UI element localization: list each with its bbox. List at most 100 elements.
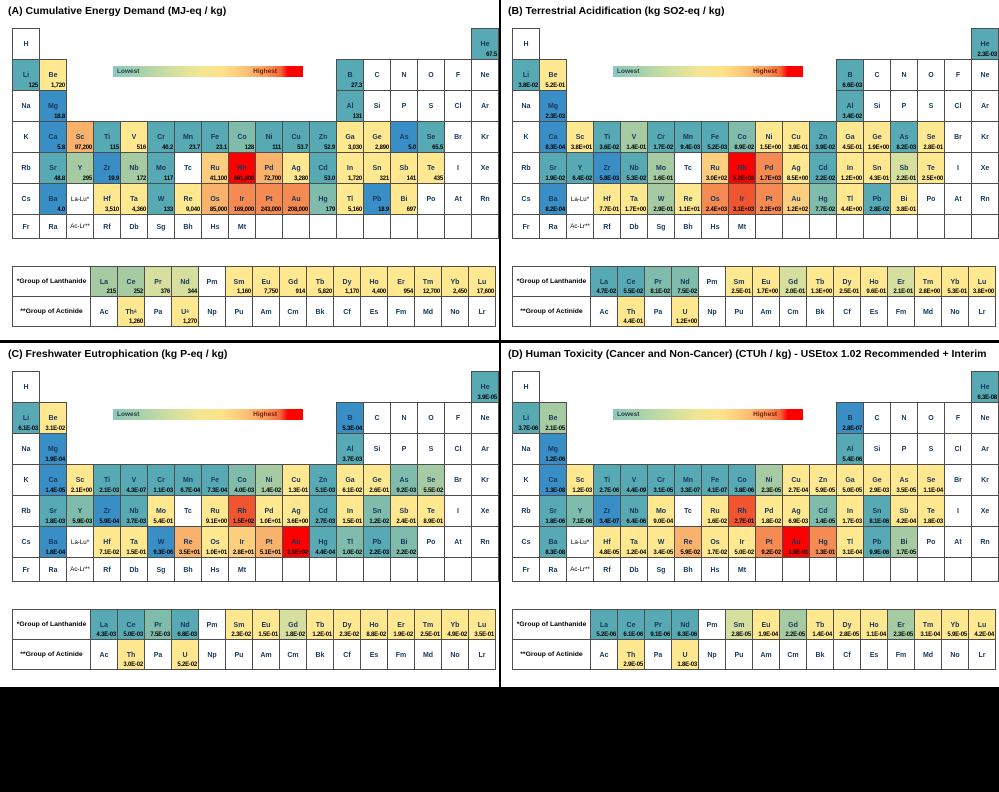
element-symbol: Se bbox=[926, 477, 936, 485]
element-symbol: F bbox=[455, 72, 461, 80]
element-symbol: Kr bbox=[481, 477, 489, 485]
element-cell-Sr: Sr 1.9E-02 bbox=[539, 152, 567, 184]
element-cell-W: W 9.3E-06 bbox=[147, 526, 175, 558]
blank-space bbox=[621, 29, 648, 60]
element-cell-Cr: Cr 1.1E-03 bbox=[147, 464, 175, 496]
element-symbol: Db bbox=[629, 566, 639, 574]
element-cell-Mn: Mn 6.7E-04 bbox=[174, 464, 202, 496]
element-symbol: Rb bbox=[21, 165, 31, 173]
element-symbol: Cd bbox=[818, 508, 828, 516]
element-value: 6.8E-03 bbox=[177, 632, 197, 638]
element-symbol: Be bbox=[48, 72, 58, 80]
empty-cell bbox=[863, 214, 891, 239]
element-value: 5.9E-03 bbox=[72, 519, 92, 525]
element-symbol: Pd bbox=[264, 165, 274, 173]
blank-space bbox=[864, 29, 891, 60]
blank-space bbox=[729, 372, 756, 403]
element-cell-Er: Er 954 bbox=[387, 266, 415, 297]
element-symbol: Ga bbox=[345, 134, 355, 142]
element-value: 40.2 bbox=[162, 145, 173, 151]
element-cell-Cm: Cm bbox=[279, 639, 307, 670]
panel-b-title: (B) Terrestrial Acidification (kg SO2-eq… bbox=[508, 5, 725, 17]
element-value: 133 bbox=[163, 207, 174, 213]
element-value: 2.8E-02 bbox=[869, 207, 889, 213]
element-cell-Pr: Pr 8.1E-02 bbox=[644, 266, 672, 297]
element-symbol: Sr bbox=[549, 165, 557, 173]
blank-space bbox=[40, 372, 67, 403]
element-cell-Np: Np bbox=[698, 296, 726, 327]
element-cell-Ti: Ti 2.1E-03 bbox=[93, 464, 121, 496]
element-cell-Fe: Fe 5.2E-03 bbox=[701, 121, 729, 153]
empty-cell bbox=[971, 214, 999, 239]
element-cell-Tc: Tc bbox=[674, 495, 702, 527]
blank-space bbox=[810, 403, 837, 434]
element-cell-Be: Be 2.1E-05 bbox=[539, 402, 567, 434]
blank-space bbox=[175, 29, 202, 60]
element-cell-Pa: Pa bbox=[144, 639, 172, 670]
element-symbol: Lu bbox=[477, 278, 487, 286]
element-cell-Ru: Ru 9.1E+00 bbox=[201, 495, 229, 527]
element-cell-Pb: Pb 18.9 bbox=[363, 183, 391, 215]
element-cell-Os: Os 2.4E+03 bbox=[701, 183, 729, 215]
element-symbol: Ce bbox=[626, 621, 636, 629]
element-cell-Nd: Nd 344 bbox=[171, 266, 199, 297]
element-symbol: Er bbox=[397, 278, 405, 286]
element-cell-Ga: Ga 3,030 bbox=[336, 121, 364, 153]
blank-space bbox=[256, 434, 283, 465]
element-symbol: U bbox=[682, 651, 688, 659]
element-value: 6.3E-08 bbox=[977, 395, 997, 401]
panel-d: (D) Human Toxicity (Cancer and Non-Cance… bbox=[500, 343, 999, 684]
element-cell-Ac: Ac bbox=[90, 296, 118, 327]
element-symbol: Ac bbox=[99, 651, 109, 659]
element-symbol: Se bbox=[426, 477, 436, 485]
element-value: 3.5E-05 bbox=[896, 488, 916, 494]
element-cell-Cu: Cu 2.7E-04 bbox=[782, 464, 810, 496]
element-value: 4.4E+00 bbox=[840, 207, 862, 213]
element-symbol: Ca bbox=[48, 134, 58, 142]
element-cell-Cd: Cd 2.2E-02 bbox=[809, 152, 837, 184]
element-symbol: Tm bbox=[922, 278, 934, 286]
element-cell-Pm: Pm bbox=[198, 266, 226, 297]
element-cell-Tc: Tc bbox=[674, 152, 702, 184]
element-cell-Nb: Nb 5.3E-02 bbox=[620, 152, 648, 184]
element-symbol: Te bbox=[427, 165, 435, 173]
element-symbol: Sn bbox=[872, 165, 882, 173]
blank-space bbox=[202, 29, 229, 60]
element-symbol: Tc bbox=[184, 508, 192, 516]
empty-cell bbox=[890, 557, 918, 582]
blank-space bbox=[756, 372, 783, 403]
element-symbol: Ra bbox=[548, 566, 558, 574]
element-symbol: Ac bbox=[599, 308, 609, 316]
element-cell-Cs: Cs bbox=[512, 526, 540, 558]
element-symbol: Cd bbox=[318, 508, 328, 516]
element-cell-Es: Es bbox=[360, 639, 388, 670]
element-symbol: Pr bbox=[654, 621, 662, 629]
element-symbol: Se bbox=[926, 134, 936, 142]
element-cell-Ca: Ca 8.3E-04 bbox=[539, 121, 567, 153]
blank-space bbox=[594, 91, 621, 122]
element-symbol: Es bbox=[869, 651, 879, 659]
element-symbol: Na bbox=[521, 103, 531, 111]
blank-space bbox=[364, 372, 391, 403]
element-cell-Gd: Gd 914 bbox=[279, 266, 307, 297]
element-cell-Ag: Ag 3,280 bbox=[282, 152, 310, 184]
element-symbol: Re bbox=[683, 539, 693, 547]
element-symbol: Sm bbox=[233, 621, 245, 629]
element-symbol: Eu bbox=[761, 278, 771, 286]
element-symbol: Si bbox=[373, 103, 381, 111]
element-value: 5.0E-02 bbox=[734, 550, 754, 556]
element-symbol: Cf bbox=[343, 308, 351, 316]
element-cell-Ra: Ra bbox=[539, 214, 567, 239]
element-symbol: I bbox=[957, 508, 959, 516]
actinide-range-cell: Ac-Lr** bbox=[566, 214, 594, 239]
element-value: 3.7E-06 bbox=[518, 426, 538, 432]
element-symbol: Tc bbox=[684, 165, 692, 173]
empty-cell bbox=[336, 214, 364, 239]
element-cell-Pu: Pu bbox=[225, 296, 253, 327]
element-cell-Gd: Gd 2.2E-05 bbox=[779, 609, 807, 640]
element-cell-Sn: Sn 4.3E-01 bbox=[863, 152, 891, 184]
element-symbol: Po bbox=[926, 196, 936, 204]
element-cell-Na: Na bbox=[512, 433, 540, 465]
element-cell-C: C bbox=[863, 402, 891, 434]
element-symbol: Dy bbox=[842, 621, 852, 629]
